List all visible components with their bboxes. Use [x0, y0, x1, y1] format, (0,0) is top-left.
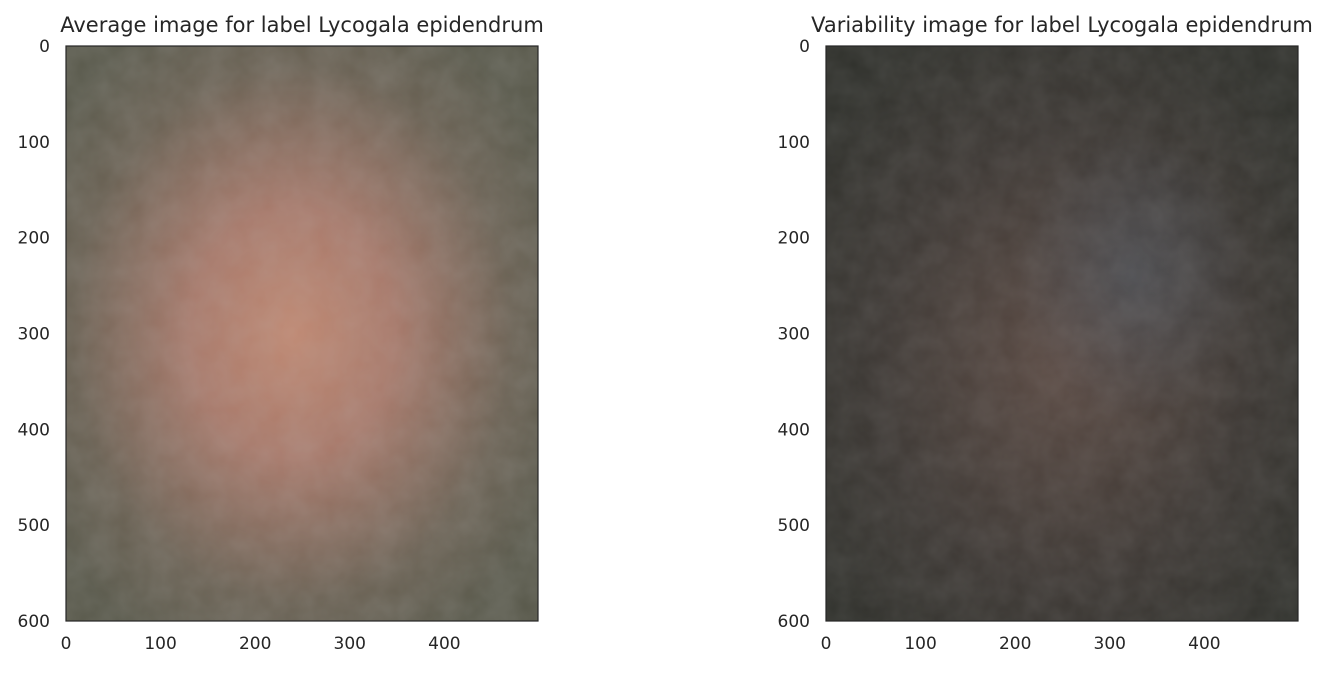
x-tick-label: 200 — [239, 634, 271, 654]
x-tick-label: 300 — [1094, 634, 1126, 654]
variability-x-axis: 0 100 200 300 400 — [821, 634, 1221, 654]
variability-image-frame — [825, 45, 1299, 622]
variability-image-texture — [826, 46, 1298, 621]
x-tick-label: 100 — [904, 634, 936, 654]
x-tick-label: 0 — [61, 634, 72, 654]
average-y-axis: 0 100 200 300 400 500 600 — [18, 37, 50, 632]
y-tick-label: 0 — [799, 37, 810, 57]
y-tick-label: 300 — [778, 325, 810, 345]
x-tick-label: 200 — [999, 634, 1031, 654]
variability-image-panel: Variability image for label Lycogala epi… — [778, 13, 1313, 654]
x-tick-label: 400 — [428, 634, 460, 654]
y-tick-label: 600 — [18, 612, 50, 632]
x-tick-label: 400 — [1188, 634, 1220, 654]
y-tick-label: 100 — [18, 133, 50, 153]
average-x-axis: 0 100 200 300 400 — [61, 634, 461, 654]
average-image-texture — [66, 46, 538, 621]
y-tick-label: 600 — [778, 612, 810, 632]
y-tick-label: 400 — [778, 420, 810, 440]
average-image-frame — [65, 45, 539, 622]
y-tick-label: 300 — [18, 325, 50, 345]
y-tick-label: 500 — [778, 516, 810, 536]
y-tick-label: 400 — [18, 420, 50, 440]
y-tick-label: 200 — [18, 229, 50, 249]
variability-image-title: Variability image for label Lycogala epi… — [811, 13, 1313, 37]
y-tick-label: 0 — [39, 37, 50, 57]
y-tick-label: 200 — [778, 229, 810, 249]
y-tick-label: 500 — [18, 516, 50, 536]
average-image-title: Average image for label Lycogala epidend… — [60, 13, 544, 37]
average-image-panel: Average image for label Lycogala epidend… — [18, 13, 544, 654]
y-tick-label: 100 — [778, 133, 810, 153]
x-tick-label: 100 — [144, 634, 176, 654]
x-tick-label: 300 — [334, 634, 366, 654]
variability-y-axis: 0 100 200 300 400 500 600 — [778, 37, 810, 632]
x-tick-label: 0 — [821, 634, 832, 654]
